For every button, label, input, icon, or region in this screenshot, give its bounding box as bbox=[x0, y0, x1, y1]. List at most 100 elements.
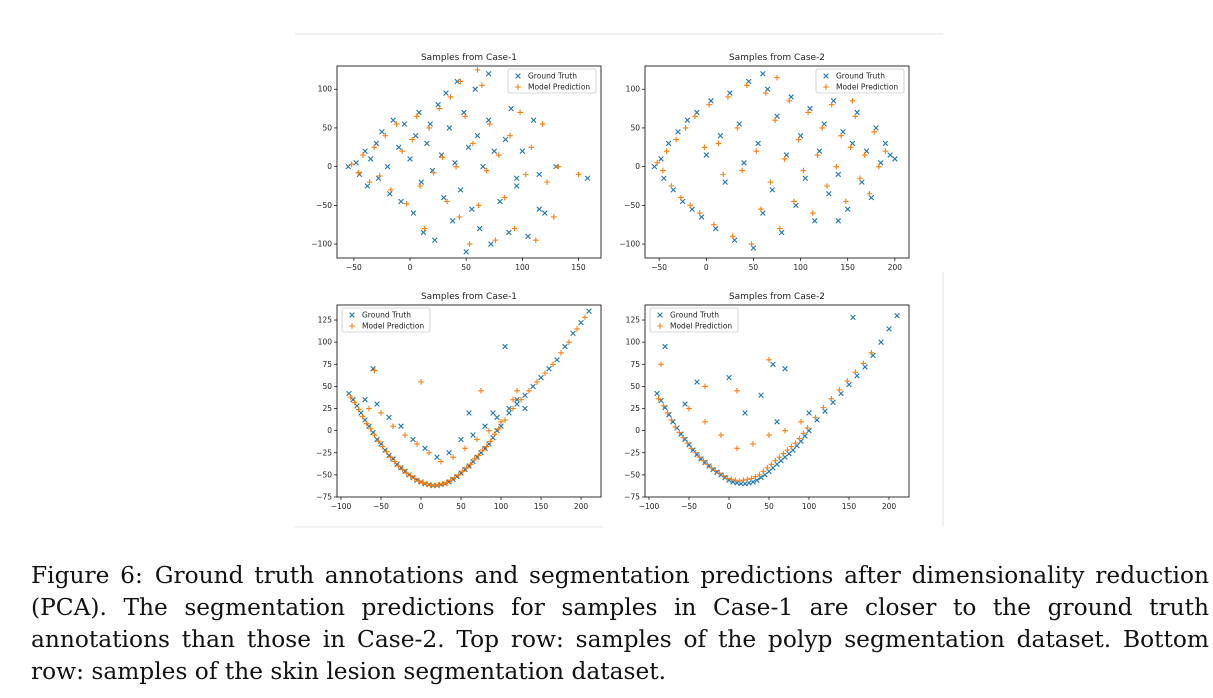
ground-truth-point bbox=[362, 148, 368, 154]
ground-truth-point bbox=[665, 140, 672, 147]
model-prediction-point bbox=[655, 395, 662, 402]
model-prediction-point bbox=[439, 154, 446, 161]
model-prediction-point bbox=[447, 94, 454, 100]
model-prediction-point bbox=[798, 418, 804, 425]
x-tick-label: 100 bbox=[494, 502, 509, 511]
ground-truth-point bbox=[398, 423, 404, 430]
plot-title: Samples from Case-2 bbox=[729, 53, 825, 63]
model-prediction-point bbox=[788, 443, 795, 450]
y-tick-label: −25 bbox=[316, 448, 332, 457]
y-tick-label: 0 bbox=[327, 426, 332, 435]
ground-truth-point bbox=[482, 423, 488, 430]
y-tick-label: 0 bbox=[635, 162, 640, 171]
y-tick-label: 75 bbox=[322, 360, 332, 369]
legend: Ground Truth Model Prediction bbox=[815, 68, 905, 94]
model-prediction-point bbox=[403, 201, 410, 207]
model-prediction-point bbox=[575, 171, 582, 178]
ground-truth-point bbox=[476, 225, 483, 232]
model-prediction-point bbox=[518, 396, 524, 403]
y-tick-label: 100 bbox=[318, 338, 333, 347]
x-tick-label: 150 bbox=[841, 263, 856, 272]
model-prediction-point bbox=[760, 468, 767, 475]
ground-truth-point bbox=[530, 117, 537, 123]
ground-truth-point bbox=[379, 129, 385, 135]
x-tick-label: 0 bbox=[727, 502, 732, 511]
model-prediction-point bbox=[791, 198, 797, 205]
ground-truth-point bbox=[519, 148, 526, 154]
model-prediction-point bbox=[366, 179, 373, 185]
ground-truth-point bbox=[882, 140, 889, 147]
ground-truth-point bbox=[384, 163, 391, 170]
model-prediction-point bbox=[660, 403, 667, 409]
ground-truth-point bbox=[651, 163, 658, 170]
ground-truth-point bbox=[465, 144, 472, 151]
ground-truth-point bbox=[457, 187, 464, 193]
ground-truth-point bbox=[395, 144, 402, 151]
x-tick-label: 150 bbox=[842, 502, 857, 511]
model-prediction-point bbox=[517, 109, 523, 116]
x-tick-label: 200 bbox=[888, 263, 903, 272]
model-prediction-point bbox=[402, 432, 408, 438]
ground-truth-point bbox=[410, 436, 416, 443]
ground-truth-point bbox=[443, 90, 449, 96]
model-prediction-point bbox=[828, 395, 835, 402]
legend-box bbox=[507, 68, 597, 94]
model-prediction-point bbox=[718, 432, 724, 438]
model-prediction-point bbox=[708, 465, 715, 471]
y-tick-label: 125 bbox=[318, 316, 333, 325]
ground-truth-point bbox=[485, 70, 492, 77]
ground-truth-point bbox=[886, 326, 892, 332]
model-prediction-point bbox=[756, 472, 763, 478]
model-prediction-point bbox=[478, 388, 484, 394]
model-prediction-point bbox=[483, 167, 490, 174]
model-prediction-point bbox=[379, 443, 386, 450]
model-prediction-point bbox=[403, 470, 410, 476]
model-prediction-point bbox=[383, 449, 390, 455]
ground-truth-point bbox=[802, 175, 809, 182]
model-prediction-point bbox=[812, 414, 819, 421]
model-prediction-point bbox=[470, 140, 476, 147]
ground-truth-point bbox=[835, 218, 842, 224]
model-prediction-point bbox=[668, 183, 675, 189]
ground-truth-point bbox=[760, 70, 766, 77]
model-prediction-point bbox=[533, 237, 539, 243]
model-prediction-point bbox=[716, 470, 723, 476]
model-prediction-point bbox=[426, 449, 432, 456]
model-prediction-point bbox=[371, 432, 378, 438]
model-prediction-point bbox=[426, 125, 432, 131]
model-prediction-point bbox=[487, 438, 494, 445]
model-prediction-point bbox=[423, 480, 430, 487]
ground-truth-point bbox=[586, 308, 592, 314]
model-prediction-point bbox=[522, 171, 529, 178]
model-prediction-point bbox=[375, 438, 382, 445]
model-prediction-point bbox=[849, 98, 856, 104]
x-tick-label: −100 bbox=[331, 502, 352, 511]
model-prediction-point bbox=[688, 445, 695, 452]
model-prediction-point bbox=[861, 152, 868, 158]
ground-truth-point bbox=[472, 86, 478, 93]
y-tick-label: 100 bbox=[318, 85, 333, 94]
legend-label: Ground Truth bbox=[836, 72, 885, 81]
model-prediction-point bbox=[847, 144, 854, 151]
y-tick-label: 100 bbox=[626, 85, 641, 94]
ground-truth-point bbox=[538, 374, 544, 381]
ground-truth-point bbox=[461, 109, 467, 116]
plot-frame bbox=[644, 304, 910, 498]
model-prediction-point bbox=[776, 454, 783, 460]
model-prediction-point bbox=[838, 132, 844, 139]
legend-label: Model Prediction bbox=[528, 83, 590, 92]
model-prediction-point bbox=[692, 449, 699, 456]
ground-truth-point bbox=[431, 237, 438, 243]
legend-label: Ground Truth bbox=[670, 311, 719, 320]
model-prediction-point bbox=[544, 179, 550, 185]
ground-truth-point bbox=[367, 156, 374, 162]
model-prediction-point bbox=[814, 152, 821, 158]
model-prediction-point bbox=[431, 482, 438, 489]
model-prediction-point bbox=[528, 144, 535, 151]
x-tick-label: −50 bbox=[681, 502, 697, 511]
legend-box bbox=[649, 307, 739, 333]
model-prediction-point bbox=[744, 476, 751, 483]
model-prediction-point bbox=[734, 445, 740, 452]
plot-title: Samples from Case-2 bbox=[729, 292, 825, 302]
ground-truth-point bbox=[407, 156, 413, 162]
